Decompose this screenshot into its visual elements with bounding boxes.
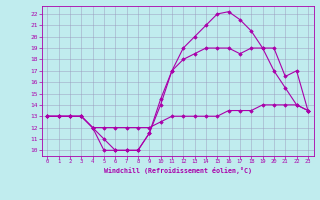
X-axis label: Windchill (Refroidissement éolien,°C): Windchill (Refroidissement éolien,°C): [104, 167, 252, 174]
